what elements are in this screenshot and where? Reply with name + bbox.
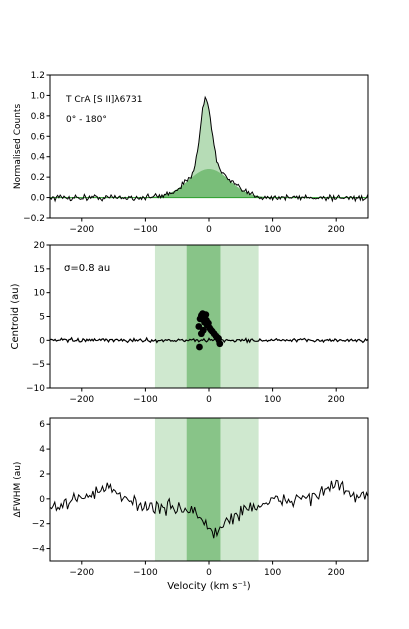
- y-tick-label-7: 1.2: [31, 71, 45, 81]
- fwhm-series: [49, 479, 369, 539]
- spectrum-ticks: −200 −100 0 100 200 −0.2 0.0 0.2 0.4 0.6 0.8 1.0 1.2: [23, 71, 345, 235]
- y-tick-label-5: 6: [39, 420, 45, 430]
- x-tick-label-2: 0: [206, 225, 212, 235]
- centroid-ticks: −200 −100 0 100 200 −10 −5 0 5 10 15 20: [26, 241, 345, 405]
- y-tick-label-0: −0.2: [23, 214, 45, 224]
- centroid-points: [195, 310, 224, 351]
- x-tick-label-3: 100: [264, 395, 281, 405]
- y-tick-label-5: 0.8: [31, 112, 46, 122]
- y-tick-label-3: 5: [39, 313, 45, 323]
- centroid-annotation: σ=0.8 au: [64, 263, 110, 274]
- centroid-point-16: [195, 323, 203, 330]
- x-tick-label-2: 0: [206, 395, 212, 405]
- fwhm-line: [49, 479, 369, 539]
- x-tick-label-1: −100: [133, 395, 158, 405]
- spectrum-line: [49, 95, 369, 203]
- centroid-point-5: [202, 311, 210, 318]
- gaussian-components: [50, 99, 368, 199]
- y-tick-label-3: 2: [39, 470, 45, 480]
- x-tick-label-4: 200: [328, 225, 345, 235]
- fwhm-panel: −200 −100 0 100 200 −4 −2 0 2 4 6 ΔFWHM (au) Veloc…: [13, 417, 369, 592]
- total-model-fill: [50, 99, 368, 198]
- spectrum-series: [49, 95, 369, 203]
- y-tick-label-0: −10: [26, 384, 45, 394]
- y-tick-label-0: −4: [32, 545, 46, 555]
- x-tick-label-0: −200: [69, 568, 94, 578]
- y-tick-label-4: 10: [34, 289, 46, 299]
- y-tick-label-4: 4: [39, 445, 45, 455]
- fwhm-xlabel: Velocity (km s⁻¹): [167, 581, 251, 592]
- y-tick-label-6: 1.0: [31, 91, 46, 101]
- spectrum-annotation-angle: 0° - 180°: [66, 115, 107, 125]
- centroid-point-18: [199, 326, 207, 334]
- x-tick-label-3: 100: [264, 225, 281, 235]
- centroid-line: [49, 336, 369, 344]
- spectrum-annotation-line: T CrA [S II]λ6731: [65, 95, 143, 105]
- x-tick-label-4: 200: [328, 568, 345, 578]
- y-tick-label-2: 0.2: [31, 173, 45, 183]
- fwhm-bands: [154, 418, 259, 561]
- y-tick-label-1: 0.0: [31, 194, 46, 204]
- x-tick-label-3: 100: [264, 568, 281, 578]
- x-tick-label-0: −200: [69, 395, 94, 405]
- centroid-panel: −200 −100 0 100 200 −10 −5 0 5 10 15 20 σ=0.8 au Ce…: [10, 241, 369, 405]
- centroid-series: [49, 336, 369, 344]
- fwhm-ticks: −200 −100 0 100 200 −4 −2 0 2 4 6: [32, 420, 345, 578]
- broad-component-fill: [50, 168, 368, 198]
- spectrum-panel: −200 −100 0 100 200 −0.2 0.0 0.2 0.4 0.6 0.8 1.0 1.2…: [13, 71, 369, 235]
- y-tick-label-2: 0: [39, 495, 45, 505]
- y-tick-label-1: −2: [32, 520, 45, 530]
- spectrum-ylabel: Normalised Counts: [13, 104, 23, 190]
- velocity-band-1: [186, 418, 221, 561]
- y-tick-label-2: 0: [39, 336, 45, 346]
- centroid-ylabel: Centroid (au): [10, 283, 21, 349]
- x-tick-label-1: −100: [133, 568, 158, 578]
- y-tick-label-4: 0.6: [31, 132, 46, 142]
- y-tick-label-5: 15: [34, 265, 45, 275]
- x-tick-label-0: −200: [69, 225, 94, 235]
- x-tick-label-2: 0: [206, 568, 212, 578]
- x-tick-label-4: 200: [328, 395, 345, 405]
- centroid-point-19: [196, 343, 203, 351]
- centroid-point-15: [215, 335, 222, 342]
- x-tick-label-1: −100: [133, 225, 158, 235]
- y-tick-label-6: 20: [34, 241, 46, 251]
- y-tick-label-3: 0.4: [31, 153, 46, 163]
- fwhm-ylabel: ΔFWHM (au): [13, 462, 23, 518]
- centroid-point-20: [216, 340, 224, 348]
- y-tick-label-1: −5: [32, 360, 45, 370]
